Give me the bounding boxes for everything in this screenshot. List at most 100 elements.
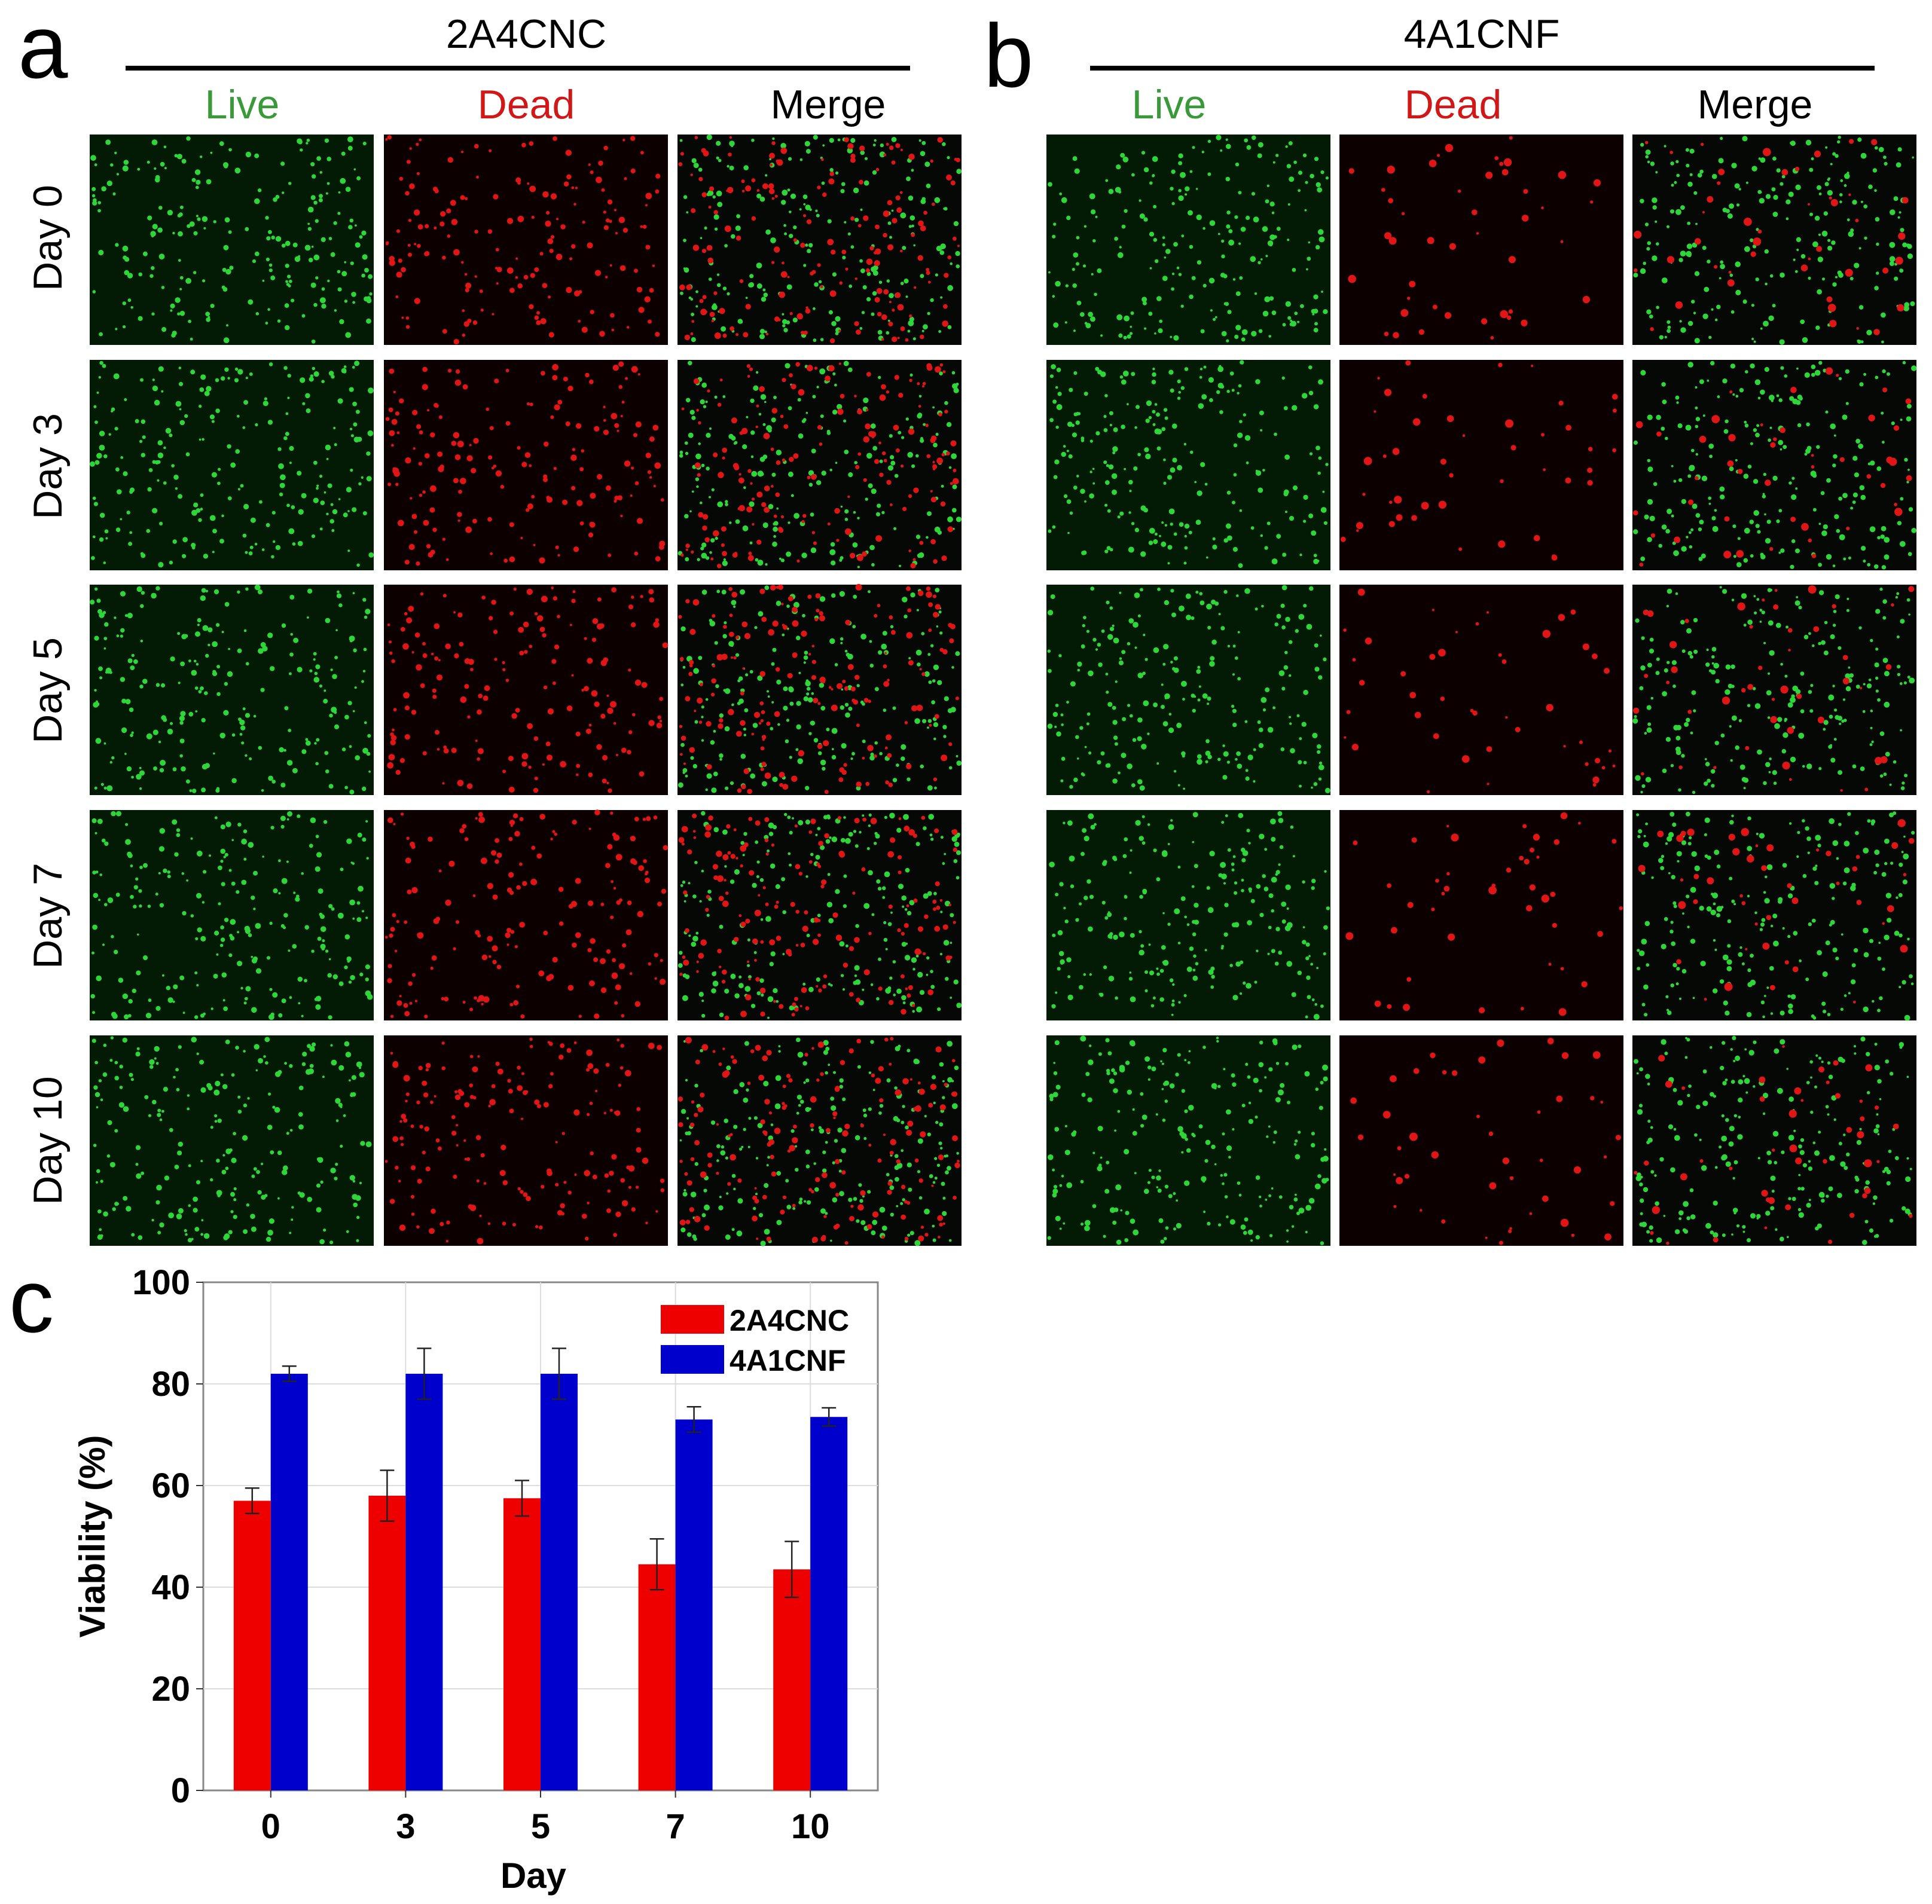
micrograph-a-dead-row1 xyxy=(384,360,668,570)
bar-4A1CNF-day-0 xyxy=(270,1374,308,1790)
micrograph-cells xyxy=(90,811,373,1020)
micrograph-b-live-row4 xyxy=(1046,1035,1330,1246)
chart-bars xyxy=(233,1347,848,1790)
micrograph-b-merge-row1 xyxy=(1632,360,1917,570)
micrograph-cells xyxy=(90,136,373,344)
panel-b-title-rule xyxy=(1090,66,1875,71)
chart-y-tick-label: 20 xyxy=(151,1670,190,1709)
panel-b-col-merge: Merge xyxy=(1698,82,1813,127)
micrograph-cells xyxy=(677,583,962,794)
micrograph-a-merge-row0 xyxy=(677,134,962,345)
bar-2A4CNC-day-0 xyxy=(233,1500,271,1790)
micrograph-cells xyxy=(1633,136,1915,345)
micrograph-b-dead-row1 xyxy=(1339,360,1623,570)
micrograph-b-dead-row2 xyxy=(1339,585,1623,795)
micrograph-grid xyxy=(89,134,1917,1246)
micrograph-a-live-row3 xyxy=(90,810,374,1020)
chart-x-ticks: 0 3 5 7 10 xyxy=(261,1790,830,1846)
panel-b-letter: b xyxy=(984,5,1033,106)
chart-x-tick-label: 7 xyxy=(666,1807,685,1846)
micrograph-cells xyxy=(1343,588,1616,794)
chart-y-tick-label: 100 xyxy=(132,1263,190,1302)
micrograph-cells xyxy=(1048,135,1329,343)
micrograph-b-merge-row4 xyxy=(1632,1035,1916,1246)
panel-a-letter: a xyxy=(18,0,68,97)
micrograph-cells xyxy=(1632,585,1915,794)
bar-2A4CNC-day-7 xyxy=(638,1564,676,1790)
chart-x-tick-label: 10 xyxy=(791,1807,830,1846)
micrograph-cells xyxy=(1047,585,1330,793)
chart-x-tick-label: 3 xyxy=(396,1807,415,1846)
bar-2A4CNC-day-3 xyxy=(368,1496,406,1790)
chart-y-tick-label: 0 xyxy=(171,1771,190,1810)
micrograph-a-dead-row0 xyxy=(384,135,668,345)
chart-x-tick-label: 0 xyxy=(261,1807,280,1846)
micrograph-cells xyxy=(677,811,962,1020)
micrograph-b-live-row2 xyxy=(1046,585,1330,795)
micrograph-cells xyxy=(677,1037,960,1246)
micrograph-b-merge-row2 xyxy=(1632,585,1916,795)
micrograph-cells xyxy=(387,586,669,793)
micrograph-a-live-row0 xyxy=(90,135,374,345)
micrograph-cells xyxy=(1634,1035,1913,1245)
micrograph-cells xyxy=(678,134,962,344)
micrograph-a-dead-row2 xyxy=(384,585,669,795)
row-label-day-7: Day 7 xyxy=(25,863,71,969)
legend-label-4A1CNF: 4A1CNF xyxy=(730,1344,846,1377)
micrograph-b-dead-row4 xyxy=(1339,1035,1623,1246)
chart-y-axis-label: Viability (%) xyxy=(72,1435,112,1638)
bar-4A1CNF-day-10 xyxy=(810,1417,848,1790)
chart-y-tick-label: 80 xyxy=(151,1365,190,1404)
micrograph-b-dead-row0 xyxy=(1339,135,1623,345)
row-label-day-0: Day 0 xyxy=(25,185,71,291)
micrograph-cells xyxy=(1048,360,1329,569)
micrograph-cells xyxy=(384,1037,665,1245)
micrograph-cells xyxy=(1636,811,1915,1021)
chart-x-tick-label: 5 xyxy=(531,1807,550,1846)
micrograph-a-live-row1 xyxy=(89,360,374,570)
micrograph-b-merge-row0 xyxy=(1632,135,1916,345)
chart-legend: 2A4CNC 4A1CNF xyxy=(661,1304,849,1377)
bar-4A1CNF-day-3 xyxy=(405,1374,443,1790)
panel-a-title-rule xyxy=(126,66,910,71)
chart-y-ticks: 0 20 40 60 80 100 xyxy=(132,1263,203,1810)
viability-chart: 0 20 40 60 80 100 0 3 5 7 10 Day Viability (%) 2A… xyxy=(72,1263,879,1896)
micrograph-cells xyxy=(91,1036,372,1245)
micrograph-a-merge-row3 xyxy=(677,810,962,1020)
bar-2A4CNC-day-10 xyxy=(773,1569,811,1790)
micrograph-cells xyxy=(677,360,962,569)
chart-x-axis-label: Day xyxy=(500,1856,567,1896)
micrograph-a-merge-row4 xyxy=(677,1035,962,1246)
chart-y-tick-label: 40 xyxy=(151,1568,190,1607)
micrograph-b-live-row0 xyxy=(1046,135,1330,345)
micrograph-cells xyxy=(1632,360,1917,570)
legend-label-2A4CNC: 2A4CNC xyxy=(730,1304,849,1337)
panel-c-letter: c xyxy=(9,1251,54,1351)
micrograph-b-live-row1 xyxy=(1046,360,1330,570)
micrograph-a-dead-row3 xyxy=(384,809,669,1020)
micrograph-b-merge-row3 xyxy=(1632,810,1916,1021)
panel-a-col-live: Live xyxy=(205,82,280,127)
bar-4A1CNF-day-7 xyxy=(675,1419,713,1790)
panel-a-group-title: 2A4CNC xyxy=(446,11,606,57)
micrograph-a-merge-row2 xyxy=(677,583,962,795)
row-label-day-3: Day 3 xyxy=(25,413,71,519)
micrograph-b-dead-row3 xyxy=(1339,810,1623,1020)
micrograph-cells xyxy=(385,135,661,345)
micrograph-cells xyxy=(384,809,669,1019)
micrograph-cells xyxy=(89,360,374,568)
micrograph-b-live-row3 xyxy=(1046,810,1330,1020)
panel-a-col-merge: Merge xyxy=(771,82,886,127)
micrograph-a-merge-row1 xyxy=(677,360,962,570)
micrograph-cells xyxy=(385,361,666,566)
micrograph-cells xyxy=(1047,1035,1329,1245)
micrograph-cells xyxy=(90,584,371,794)
panel-b-col-live: Live xyxy=(1132,82,1207,127)
panel-b-col-dead: Dead xyxy=(1405,82,1502,127)
panel-b-group-title: 4A1CNF xyxy=(1404,11,1560,57)
micrograph-cells xyxy=(1049,811,1330,1020)
bar-2A4CNC-day-5 xyxy=(503,1498,541,1790)
micrograph-cells xyxy=(1340,360,1618,561)
legend-swatch-2A4CNC xyxy=(661,1305,724,1334)
